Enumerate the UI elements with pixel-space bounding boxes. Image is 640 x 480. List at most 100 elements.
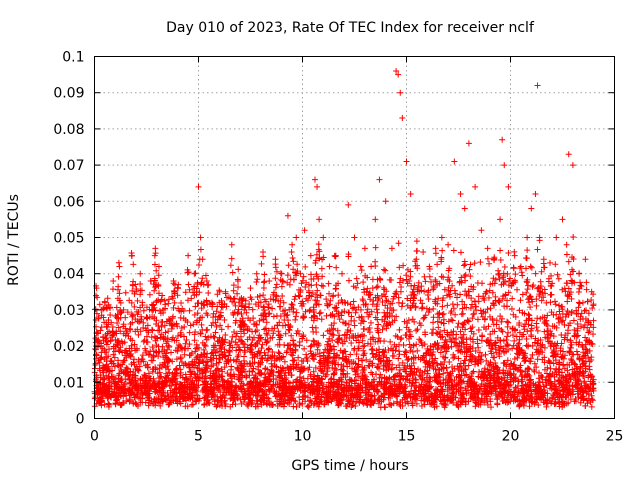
roti-cloud-point bbox=[396, 279, 403, 286]
roti-cloud-point bbox=[421, 288, 428, 295]
roti-cloud-point bbox=[213, 323, 220, 330]
roti-cloud-point bbox=[440, 294, 447, 301]
roti-cloud-point bbox=[339, 349, 346, 356]
roti-cloud-point bbox=[368, 346, 375, 353]
roti-cloud-point bbox=[372, 258, 379, 265]
roti-cloud-point bbox=[137, 280, 144, 287]
roti-cloud-point bbox=[201, 341, 208, 348]
roti-cloud-point bbox=[174, 333, 181, 340]
roti-cloud-point bbox=[503, 336, 510, 343]
roti-cloud-point bbox=[204, 301, 211, 308]
roti-cloud-point bbox=[478, 352, 485, 359]
roti-cloud-point bbox=[106, 346, 113, 353]
roti-cloud-point bbox=[501, 303, 508, 310]
roti-cloud-point bbox=[284, 311, 291, 318]
roti-cloud-point bbox=[275, 369, 282, 376]
roti-cloud-point bbox=[548, 291, 555, 298]
roti-cloud-point bbox=[484, 368, 491, 375]
roti-cloud-point bbox=[565, 258, 572, 265]
roti-cloud-point bbox=[398, 334, 405, 341]
roti-cloud-point bbox=[451, 287, 458, 294]
roti-cloud-point bbox=[393, 313, 400, 320]
roti-cloud-point bbox=[190, 321, 197, 328]
roti-cloud-point bbox=[356, 399, 363, 406]
roti-cloud-point bbox=[484, 306, 491, 313]
roti-cloud-point bbox=[490, 275, 497, 282]
roti-cloud-point bbox=[107, 337, 114, 344]
roti-cloud-point bbox=[292, 398, 299, 405]
roti-cloud-point bbox=[422, 331, 429, 338]
roti-cloud-point bbox=[222, 353, 229, 360]
roti-cloud-point bbox=[289, 302, 296, 309]
roti-cloud-point bbox=[306, 307, 313, 314]
roti-cloud-point bbox=[566, 361, 573, 368]
roti-cloud-point bbox=[194, 310, 201, 317]
roti-cloud-point bbox=[465, 318, 472, 325]
roti-cloud-point bbox=[479, 332, 486, 339]
roti-cloud-point bbox=[551, 298, 558, 305]
roti-cloud-point bbox=[573, 307, 580, 314]
roti-cloud-point bbox=[326, 335, 333, 342]
roti-cloud-point bbox=[561, 321, 568, 328]
roti-cloud-point bbox=[504, 270, 511, 277]
roti-cloud-point bbox=[276, 319, 283, 326]
roti-cloud-point bbox=[477, 259, 484, 266]
roti-cloud-point bbox=[260, 285, 267, 292]
roti-cloud-point bbox=[366, 363, 373, 370]
roti-cloud-point bbox=[314, 315, 321, 322]
roti-cloud-point bbox=[115, 273, 122, 280]
roti-cloud-point bbox=[168, 349, 175, 356]
roti-cloud-point bbox=[173, 337, 180, 344]
roti-cloud-point bbox=[194, 353, 201, 360]
roti-cloud-point bbox=[161, 322, 168, 329]
roti-cloud-point bbox=[494, 400, 501, 407]
roti-cloud-point bbox=[409, 289, 416, 296]
roti-cloud-point bbox=[431, 404, 438, 411]
roti-cloud-point bbox=[232, 302, 239, 309]
roti-cloud-point bbox=[445, 267, 452, 274]
roti-cloud-point bbox=[185, 281, 192, 288]
roti-cloud-point bbox=[284, 272, 291, 279]
roti-cloud-point bbox=[250, 315, 257, 322]
roti-cloud-point bbox=[568, 341, 575, 348]
roti-cloud-point bbox=[425, 296, 432, 303]
roti-cloud-point bbox=[404, 295, 411, 302]
roti-cloud-point bbox=[467, 335, 474, 342]
roti-cloud-point bbox=[374, 283, 381, 290]
roti-cloud-point bbox=[246, 368, 253, 375]
roti-cloud-point bbox=[504, 323, 511, 330]
roti-cloud-point bbox=[315, 241, 322, 248]
roti-cloud-point bbox=[496, 275, 503, 282]
roti-cloud-point bbox=[534, 315, 541, 322]
roti-cloud-point bbox=[153, 298, 160, 305]
roti-cloud-point bbox=[308, 314, 315, 321]
roti-cloud-point bbox=[320, 332, 327, 339]
roti-cloud-point bbox=[92, 360, 99, 367]
roti-cloud-point bbox=[485, 294, 492, 301]
roti-cloud-point bbox=[308, 398, 315, 405]
roti-cloud-point bbox=[263, 319, 270, 326]
roti-cloud-point bbox=[272, 284, 279, 291]
roti-cloud-point bbox=[547, 299, 554, 306]
roti-cloud-point bbox=[92, 316, 99, 323]
roti-cloud-point bbox=[416, 320, 423, 327]
roti-cloud-point bbox=[559, 317, 566, 324]
roti-cloud-point bbox=[261, 271, 268, 278]
roti-cloud-point bbox=[184, 297, 191, 304]
roti-cloud-point bbox=[364, 306, 371, 313]
roti-cloud-point bbox=[154, 370, 161, 377]
roti-cloud-point bbox=[536, 292, 543, 299]
roti-cloud-point bbox=[235, 306, 242, 313]
roti-cloud-point bbox=[440, 310, 447, 317]
roti-cloud-point bbox=[530, 282, 537, 289]
roti-cloud-point bbox=[201, 401, 208, 408]
roti-cloud-point bbox=[541, 354, 548, 361]
roti-cloud-point bbox=[202, 343, 209, 350]
roti-cloud-point bbox=[235, 284, 242, 291]
roti-cloud-point bbox=[439, 303, 446, 310]
roti-cloud-point bbox=[290, 341, 297, 348]
roti-cloud-point bbox=[564, 307, 571, 314]
roti-cloud-point bbox=[270, 313, 277, 320]
roti-cloud-point bbox=[345, 253, 352, 260]
roti-cloud-point bbox=[388, 276, 395, 283]
